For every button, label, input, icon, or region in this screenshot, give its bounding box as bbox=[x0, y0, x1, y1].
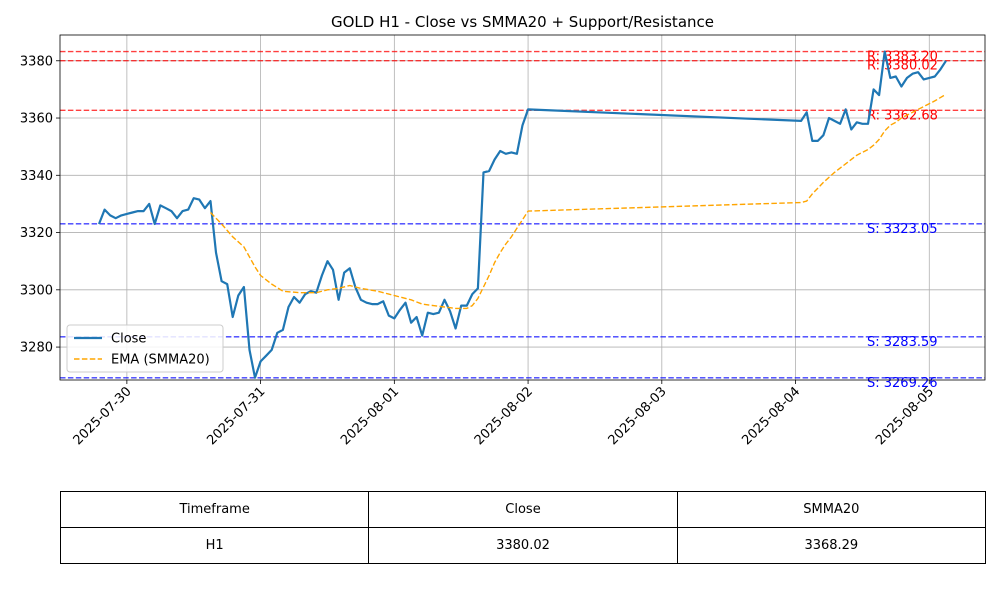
table-cell-timeframe: H1 bbox=[59, 527, 370, 564]
summary-table: Timeframe Close SMMA20 H1 3380.02 3368.2… bbox=[59, 491, 987, 564]
table-cell-smma20: 3368.29 bbox=[676, 527, 987, 564]
smma20-series-line bbox=[209, 93, 947, 310]
table-header-close: Close bbox=[368, 491, 678, 528]
support-label: S: 3283.59 bbox=[867, 335, 938, 350]
legend-label: Close bbox=[111, 332, 146, 347]
y-tick-label: 3300 bbox=[20, 283, 53, 298]
x-tick-label: 2025-08-02 bbox=[472, 384, 536, 448]
x-tick-label: 2025-07-30 bbox=[71, 384, 135, 448]
y-tick-label: 3380 bbox=[20, 54, 53, 69]
x-tick-label: 2025-08-04 bbox=[739, 384, 803, 448]
table-header-timeframe: Timeframe bbox=[59, 491, 370, 528]
x-tick-label: 2025-08-03 bbox=[606, 384, 670, 448]
support-label: S: 3269.26 bbox=[867, 376, 938, 391]
table-cell-close: 3380.02 bbox=[368, 527, 678, 564]
y-tick-label: 3320 bbox=[20, 226, 53, 241]
chart-title: GOLD H1 - Close vs SMMA20 + Support/Resi… bbox=[331, 13, 714, 31]
y-tick-label: 3360 bbox=[20, 112, 53, 127]
axes: 2025-07-30 2025-07-31 2025-08-01 2025-08-02… bbox=[20, 34, 986, 448]
y-tick-label: 3280 bbox=[20, 341, 53, 356]
legend-label: EMA (SMMA20) bbox=[111, 353, 210, 368]
x-tick-label: 2025-08-01 bbox=[338, 384, 402, 448]
x-tick-label: 2025-07-31 bbox=[204, 384, 268, 448]
y-tick-label: 3340 bbox=[20, 169, 53, 184]
resistance-label: R: 3362.68 bbox=[867, 108, 938, 123]
table-header-smma20: SMMA20 bbox=[676, 491, 987, 528]
chart-svg: GOLD H1 - Close vs SMMA20 + Support/Resi… bbox=[20, 13, 986, 448]
x-tick-label: 2025-08-05 bbox=[873, 384, 937, 448]
series-lines bbox=[97, 50, 947, 379]
resistance-label: R: 3380.02 bbox=[867, 59, 938, 74]
support-resistance-lines: R: 3383.20R: 3380.02R: 3362.68S: 3323.05… bbox=[60, 50, 985, 391]
legend: Close EMA (SMMA20) bbox=[66, 324, 224, 373]
plot-frame bbox=[59, 34, 986, 381]
summary-data-row: H1 3380.02 3368.29 bbox=[59, 527, 987, 564]
close-series-line bbox=[97, 50, 947, 379]
support-label: S: 3323.05 bbox=[867, 222, 938, 237]
legend-box bbox=[66, 324, 224, 373]
summary-header-row: Timeframe Close SMMA20 bbox=[59, 491, 987, 528]
